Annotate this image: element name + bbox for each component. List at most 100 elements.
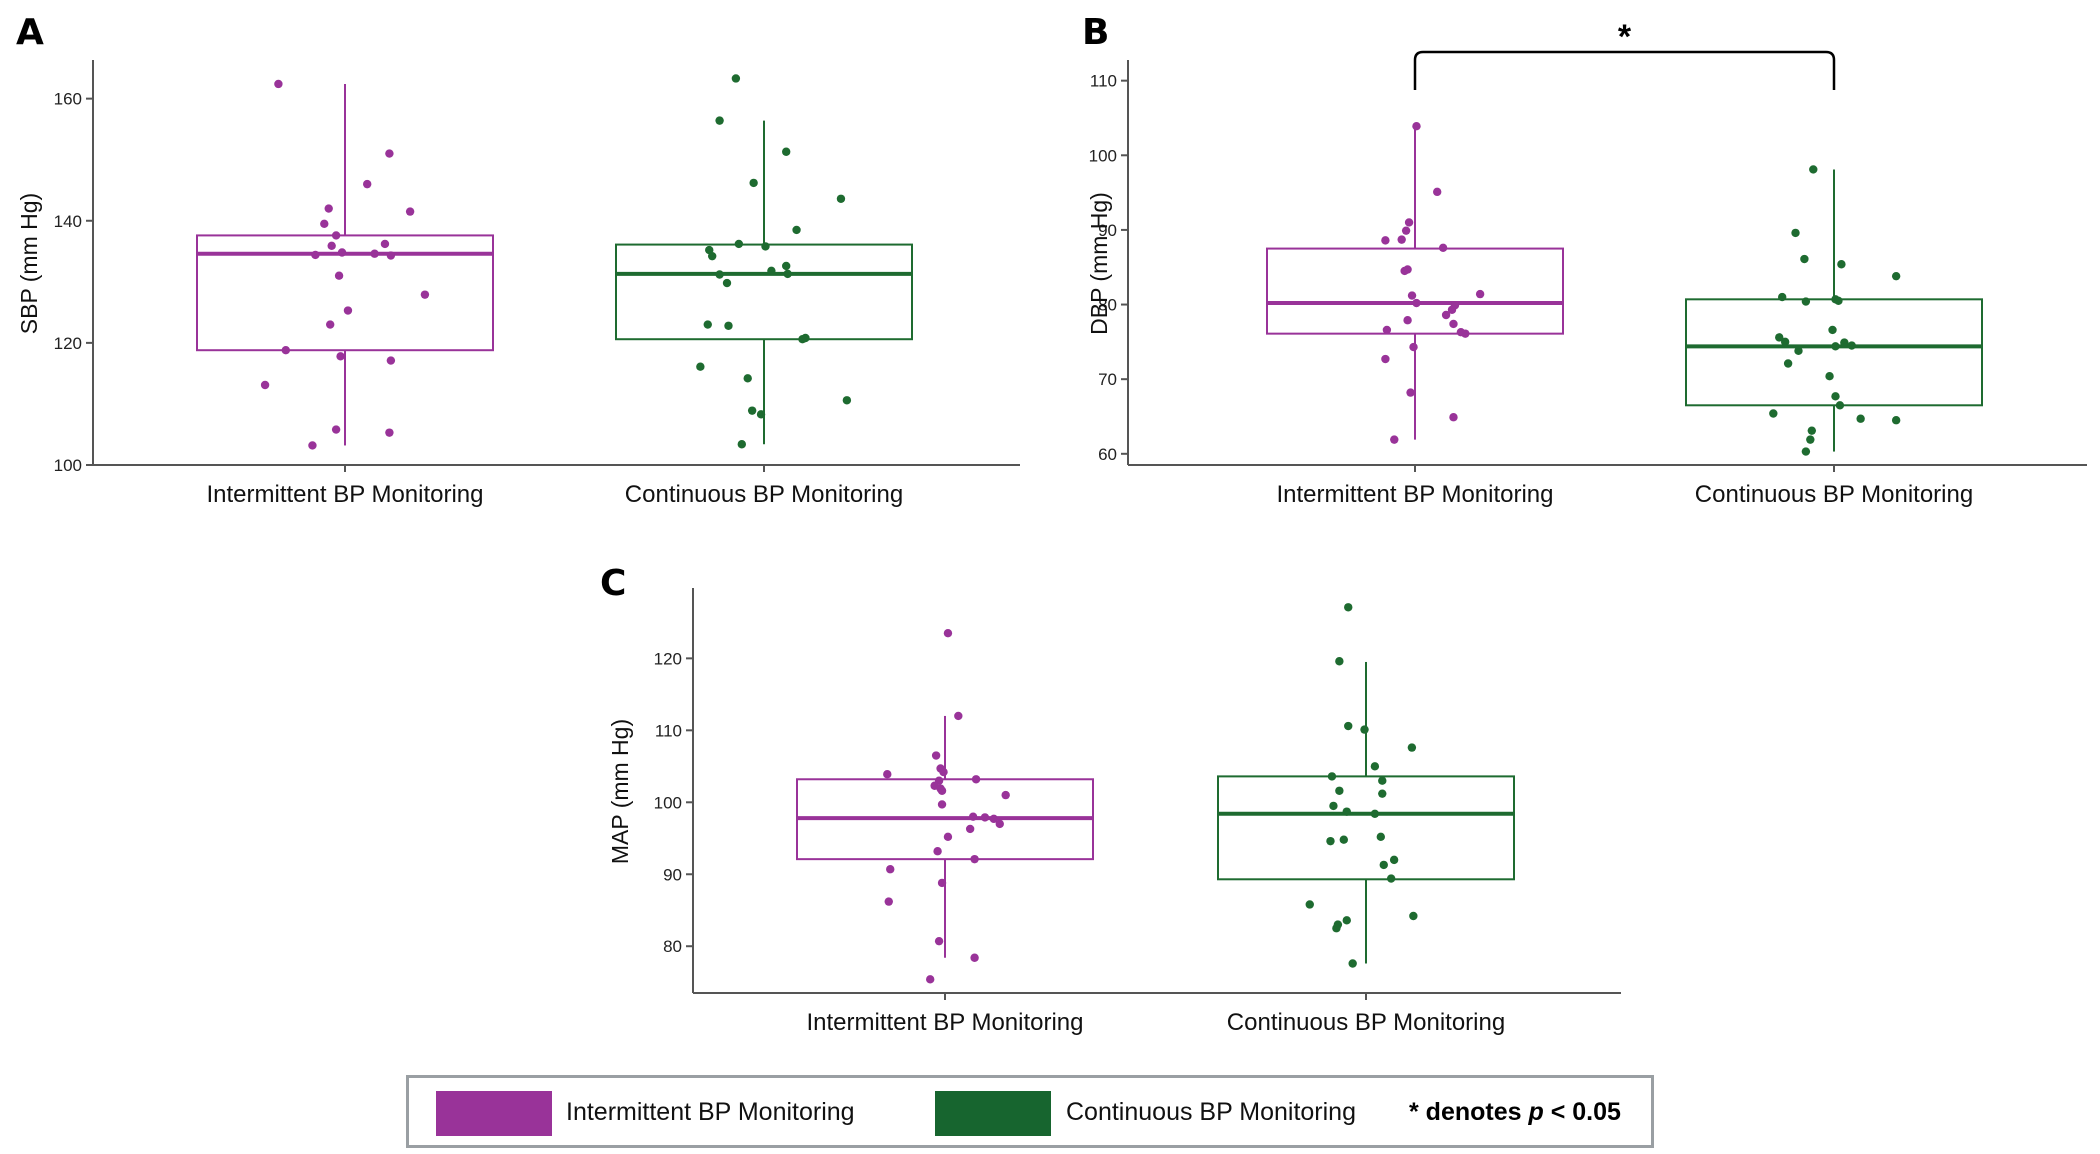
data-point-intermittent-c (1001, 790, 1010, 800)
x-category-label-c: Continuous BP Monitoring (1227, 1009, 1505, 1036)
data-point-continuous-a (782, 147, 791, 156)
y-tick-label-b: 80 (1098, 296, 1117, 315)
data-point-intermittent-b (1406, 388, 1415, 397)
data-point-continuous-a (731, 74, 741, 83)
data-point-intermittent-b (1433, 187, 1442, 197)
data-point-continuous-c (1342, 807, 1351, 816)
data-point-continuous-a (696, 362, 705, 371)
data-point-continuous-a (842, 396, 852, 405)
box-continuous-c (1217, 775, 1515, 881)
data-point-intermittent-c (968, 812, 978, 821)
data-point-intermittent-a (281, 346, 290, 355)
data-point-intermittent-c (886, 865, 895, 874)
data-point-continuous-c (1360, 725, 1369, 734)
data-point-continuous-b (1780, 337, 1790, 347)
data-point-intermittent-c (884, 897, 893, 906)
data-point-intermittent-a (260, 380, 270, 390)
data-point-intermittent-c (939, 767, 948, 777)
data-point-continuous-a (756, 410, 766, 419)
data-point-intermittent-a (311, 250, 320, 260)
data-point-continuous-b (1828, 325, 1837, 335)
legend-note-p: p (1528, 1098, 1544, 1126)
data-point-intermittent-c (933, 847, 942, 856)
data-point-intermittent-b (1407, 291, 1417, 300)
data-point-intermittent-c (931, 751, 941, 760)
data-point-intermittent-a (324, 204, 333, 213)
x-category-label-b: Continuous BP Monitoring (1695, 481, 1973, 508)
data-point-intermittent-a (386, 251, 396, 260)
data-point-continuous-a (749, 178, 758, 188)
data-point-intermittent-a (336, 352, 345, 361)
data-point-intermittent-c (937, 800, 947, 809)
y-tick-label-c: 90 (663, 865, 682, 884)
data-point-continuous-a (743, 374, 752, 383)
data-point-intermittent-c (883, 770, 892, 779)
data-point-continuous-b (1831, 392, 1840, 401)
data-point-continuous-c (1378, 776, 1387, 785)
data-point-continuous-c (1305, 900, 1314, 909)
data-point-continuous-a (767, 266, 776, 276)
x-category-label-a: Intermittent BP Monitoring (206, 481, 483, 508)
data-point-continuous-a (715, 270, 724, 279)
data-point-continuous-b (1831, 342, 1840, 351)
data-point-intermittent-a (386, 356, 396, 365)
data-point-intermittent-c (926, 975, 935, 984)
panel-letter-c: C (600, 563, 626, 604)
y-tick-label-b: 110 (1090, 72, 1117, 91)
data-point-continuous-a (703, 320, 712, 329)
data-point-intermittent-b (1381, 354, 1390, 364)
y-axis-title-c: MAP (mm Hg) (607, 719, 633, 864)
data-point-intermittent-c (980, 813, 990, 822)
data-point-intermittent-a (380, 239, 390, 249)
data-point-intermittent-a (320, 219, 329, 229)
data-point-continuous-b (1840, 338, 1849, 347)
data-point-continuous-c (1370, 762, 1380, 771)
data-point-continuous-a (747, 406, 757, 415)
data-point-continuous-a (761, 242, 770, 251)
data-point-intermittent-b (1404, 218, 1414, 227)
box-intermittent-a (196, 234, 494, 352)
box-intermittent-b (1266, 247, 1564, 335)
data-point-intermittent-c (934, 936, 944, 946)
data-point-continuous-b (1807, 426, 1817, 435)
data-point-intermittent-a (337, 248, 347, 257)
x-category-label-a: Continuous BP Monitoring (625, 481, 903, 508)
legend-label-continuous: Continuous BP Monitoring (1066, 1098, 1356, 1126)
data-point-intermittent-b (1475, 289, 1485, 299)
data-point-continuous-c (1370, 809, 1380, 819)
data-point-continuous-b (1856, 414, 1865, 423)
data-point-intermittent-b (1401, 226, 1411, 235)
data-point-intermittent-c (989, 814, 999, 824)
legend-label-intermittent: Intermittent BP Monitoring (566, 1098, 855, 1126)
data-point-intermittent-b (1447, 305, 1457, 314)
y-tick-label-c: 100 (654, 793, 682, 812)
data-point-intermittent-b (1449, 413, 1458, 422)
data-point-continuous-b (1775, 333, 1784, 342)
data-point-continuous-c (1378, 789, 1387, 798)
data-point-intermittent-b (1381, 236, 1390, 245)
panel-letter-b: B (1082, 12, 1109, 53)
data-point-intermittent-c (970, 854, 979, 864)
data-point-intermittent-b (1461, 329, 1470, 338)
data-point-continuous-c (1339, 835, 1349, 844)
data-point-intermittent-a (343, 306, 353, 315)
data-point-continuous-a (737, 440, 746, 449)
data-point-continuous-b (1801, 297, 1811, 306)
data-point-intermittent-b (1397, 235, 1406, 244)
y-tick-label-a: 100 (54, 456, 82, 475)
data-point-continuous-b (1801, 447, 1811, 456)
data-point-intermittent-a (420, 290, 430, 299)
data-point-continuous-b (1783, 359, 1793, 368)
data-point-continuous-c (1376, 832, 1386, 842)
data-point-intermittent-a (385, 428, 394, 437)
data-point-continuous-c (1342, 916, 1351, 925)
data-point-continuous-b (1778, 292, 1787, 302)
y-tick-label-b: 60 (1098, 445, 1117, 464)
panel-letter-a: A (16, 12, 44, 53)
data-point-continuous-c (1348, 959, 1357, 968)
data-point-intermittent-a (385, 149, 394, 158)
data-point-continuous-b (1769, 409, 1778, 418)
data-point-continuous-a (722, 278, 732, 288)
data-point-continuous-b (1825, 371, 1834, 381)
y-tick-label-c: 120 (654, 649, 682, 668)
